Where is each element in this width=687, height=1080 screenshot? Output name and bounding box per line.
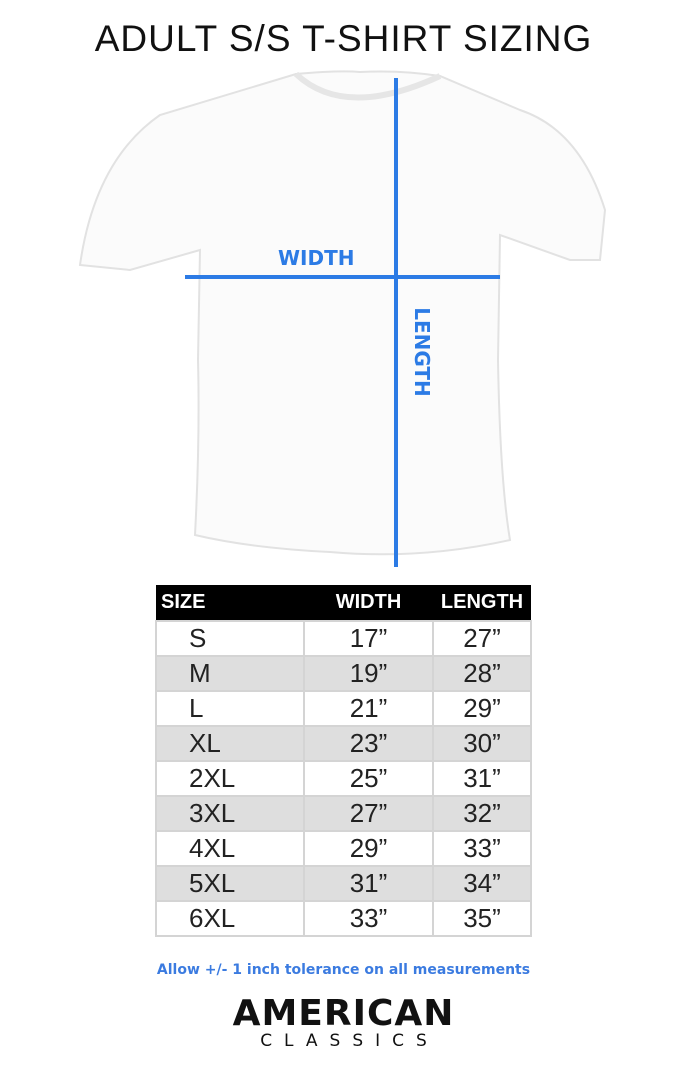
table-row: 4XL 29” 33” [155,830,532,867]
size-chart-table: SIZE WIDTH LENGTH S 17” 27” M 19” 28” L 21” 29” X… [155,585,532,937]
size-cell: 4XL [155,830,305,867]
table-row: 5XL 31” 34” [155,865,532,902]
width-cell: 17” [303,620,434,657]
size-cell: 6XL [155,900,305,937]
table-row: XL 23” 30” [155,725,532,762]
size-cell: 2XL [155,760,305,797]
table-row: 3XL 27” 32” [155,795,532,832]
length-label: LENGTH [410,307,434,397]
size-cell: M [155,655,305,692]
size-cell: XL [155,725,305,762]
length-cell: 35” [432,900,532,937]
width-cell: 33” [303,900,434,937]
table-header: SIZE WIDTH LENGTH [156,585,531,621]
brand-logo-line1: AMERICAN [232,993,455,1034]
width-cell: 23” [303,725,434,762]
table-row: S 17” 27” [155,620,532,657]
length-cell: 29” [432,690,532,727]
length-cell: 33” [432,830,532,867]
width-cell: 21” [303,690,434,727]
size-cell: 3XL [155,795,305,832]
table-row: 6XL 33” 35” [155,900,532,937]
table-row: L 21” 29” [155,690,532,727]
length-cell: 34” [432,865,532,902]
length-cell: 27” [432,620,532,657]
length-cell: 28” [432,655,532,692]
width-cell: 19” [303,655,434,692]
tolerance-note: Allow +/- 1 inch tolerance on all measur… [156,962,531,978]
width-cell: 31” [303,865,434,902]
size-cell: 5XL [155,865,305,902]
header-size: SIZE [156,585,304,621]
table-row: 2XL 25” 31” [155,760,532,797]
length-cell: 30” [432,725,532,762]
header-width: WIDTH [304,585,433,621]
brand-logo-line2: CLASSICS [260,1031,439,1051]
page-title: ADULT S/S T-SHIRT SIZING [94,18,593,59]
tshirt-collar [293,71,442,101]
tshirt-shape [78,70,607,556]
width-cell: 29” [303,830,434,867]
width-cell: 27” [303,795,434,832]
table-row: M 19” 28” [155,655,532,692]
size-cell: S [155,620,305,657]
size-cell: L [155,690,305,727]
header-length: LENGTH [433,585,531,621]
tshirt-diagram [78,70,607,567]
width-label: WIDTH [278,246,355,270]
length-cell: 31” [432,760,532,797]
width-cell: 25” [303,760,434,797]
length-cell: 32” [432,795,532,832]
